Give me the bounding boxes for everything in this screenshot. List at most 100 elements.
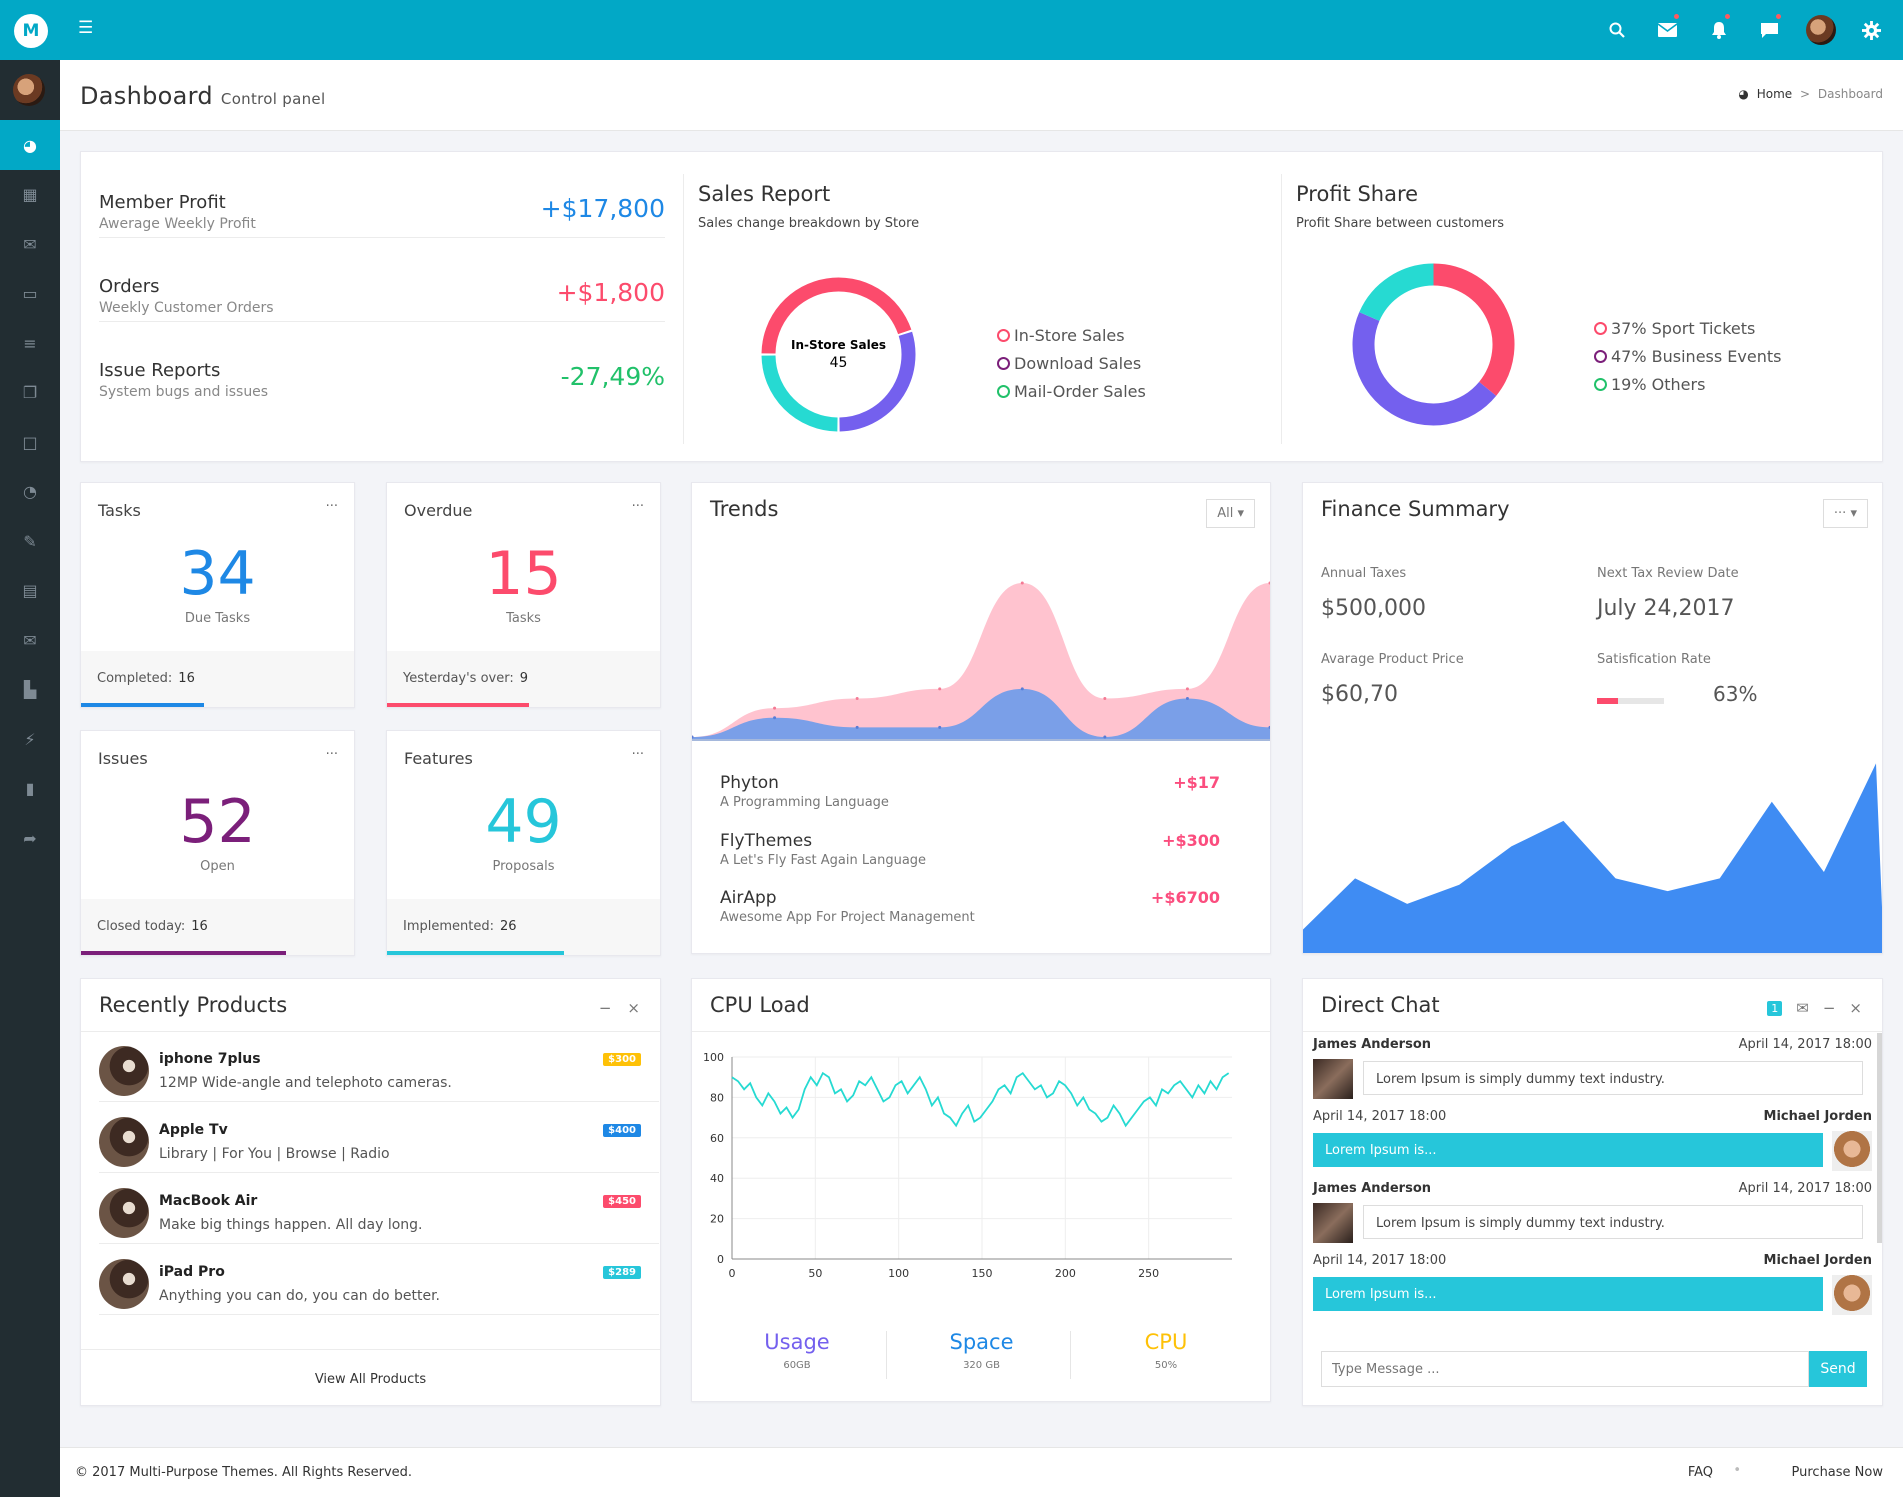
- footer-value: 9: [519, 671, 529, 686]
- stat-subtitle: Awerage Weekly Profit: [99, 216, 256, 232]
- chat-message: Lorem Ipsum is simply dummy text industr…: [1363, 1205, 1863, 1239]
- price-badge: $289: [603, 1266, 641, 1279]
- chat-scrollbar[interactable]: [1877, 1033, 1882, 1243]
- sidebar-item-apps[interactable]: ▦: [0, 170, 60, 220]
- sidebar-item-map[interactable]: ▙: [0, 665, 60, 715]
- chat-title: Direct Chat: [1321, 993, 1440, 1017]
- envelope-open-icon: ✉: [23, 630, 37, 650]
- chat-message-input[interactable]: [1322, 1352, 1808, 1386]
- chat-icon[interactable]: [1744, 0, 1795, 60]
- cpu-stat-label: Usage: [764, 1330, 830, 1354]
- more-icon[interactable]: ···: [631, 747, 644, 762]
- legend-label: 37% Sport Tickets: [1611, 319, 1756, 338]
- user-avatar-button[interactable]: [1795, 0, 1846, 60]
- sidebar-item-share[interactable]: ➦: [0, 813, 60, 863]
- legend-marker: [997, 357, 1010, 370]
- chat-message: Lorem Ipsum is...: [1313, 1133, 1823, 1167]
- product-name: iPad Pro: [159, 1264, 225, 1280]
- close-icon[interactable]: ×: [627, 999, 640, 1017]
- trend-desc: A Let's Fly Fast Again Language: [720, 852, 927, 868]
- footer-label: Completed:: [97, 671, 173, 686]
- sidebar-item-square[interactable]: □: [0, 417, 60, 467]
- profit-donut-chart: [1352, 263, 1515, 426]
- card-label: Tasks: [98, 501, 141, 520]
- sidebar-item-laptop[interactable]: ▭: [0, 269, 60, 319]
- stat-value: +$17,800: [540, 194, 665, 223]
- cpu-line-series: [731, 1071, 1230, 1128]
- sidebar-item-table[interactable]: ▤: [0, 566, 60, 616]
- breadcrumb-home[interactable]: Home: [1756, 87, 1793, 101]
- trend-point: [1268, 581, 1270, 585]
- more-icon[interactable]: ···: [325, 747, 338, 762]
- product-item[interactable]: iPad Pro Anything you can do, you can do …: [99, 1244, 659, 1315]
- sidebar-item-plug[interactable]: ⚡: [0, 714, 60, 764]
- product-desc: 12MP Wide-angle and telephoto cameras.: [159, 1075, 452, 1091]
- notification-dot: [1674, 14, 1679, 19]
- chat-timestamp: April 14, 2017 18:00: [1313, 1253, 1447, 1268]
- product-item[interactable]: MacBook Air Make big things happen. All d…: [99, 1173, 659, 1244]
- send-button[interactable]: Send: [1809, 1351, 1867, 1387]
- more-icon[interactable]: ···: [631, 499, 644, 514]
- avatar: [1805, 15, 1836, 45]
- mail-icon[interactable]: [1642, 0, 1693, 60]
- menu-icon[interactable]: ☰: [78, 18, 94, 38]
- legend-label: Download Sales: [1014, 354, 1142, 373]
- card-label: Overdue: [404, 501, 473, 520]
- chat-sender-name: Michael Jorden: [1763, 1253, 1872, 1268]
- card-label: Features: [404, 749, 473, 768]
- legend-item: 37% Sport Tickets: [1594, 315, 1781, 343]
- legend-marker: [997, 385, 1010, 398]
- y-tick-label: 80: [710, 1091, 724, 1104]
- chat-message: Lorem Ipsum is...: [1313, 1277, 1823, 1311]
- chat-sender-name: James Anderson: [1313, 1181, 1432, 1196]
- legend-item: Download Sales: [997, 350, 1146, 378]
- bell-icon[interactable]: [1693, 0, 1744, 60]
- trend-point: [1185, 687, 1189, 691]
- sidebar-item-copy[interactable]: ❐: [0, 368, 60, 418]
- trends-filter-dropdown[interactable]: All ▾: [1206, 499, 1255, 528]
- annual-taxes-value: $500,000: [1321, 596, 1426, 621]
- gear-icon[interactable]: [1846, 0, 1897, 60]
- trend-desc: Awesome App For Project Management: [720, 910, 975, 925]
- divider: [1281, 174, 1282, 444]
- donut-slice: [1359, 263, 1434, 322]
- card-value: 49: [485, 787, 562, 857]
- comments-icon[interactable]: ✉: [1796, 999, 1809, 1017]
- sidebar-avatar[interactable]: [13, 74, 45, 106]
- profit-legend: 37% Sport Tickets 47% Business Events 19% …: [1594, 315, 1781, 399]
- purchase-now-link[interactable]: Purchase Now: [1791, 1465, 1883, 1480]
- trend-item: FlyThemes A Let's Fly Fast Again Language…: [720, 831, 1220, 868]
- notification-dot: [1776, 14, 1781, 19]
- stat-title: Member Profit: [99, 192, 226, 213]
- sidebar-item-dashboard[interactable]: ◕: [0, 120, 60, 170]
- sidebar-item-edit[interactable]: ✎: [0, 516, 60, 566]
- edit-icon: ✎: [23, 531, 37, 551]
- search-icon[interactable]: [1591, 0, 1642, 60]
- trend-point: [855, 725, 859, 729]
- mail-icon: ✉: [23, 234, 37, 254]
- product-item[interactable]: Apple Tv Library | For You | Browse | Rad…: [99, 1102, 659, 1173]
- content-header: Dashboard Control panel ◕ Home > Dashboar…: [60, 60, 1903, 131]
- sidebar-item-file[interactable]: ▮: [0, 764, 60, 814]
- page-title-text: Dashboard: [80, 82, 213, 110]
- product-item[interactable]: iphone 7plus 12MP Wide-angle and telephot…: [99, 1031, 659, 1102]
- finance-menu-button[interactable]: ··· ▾: [1822, 499, 1868, 528]
- y-tick-label: 0: [717, 1253, 724, 1266]
- sidebar-item-pie-chart[interactable]: ◔: [0, 467, 60, 517]
- sidebar-item-mail[interactable]: ✉: [0, 219, 60, 269]
- cpu-title: CPU Load: [710, 993, 810, 1017]
- sidebar-item-envelope-open[interactable]: ✉: [0, 615, 60, 665]
- sidebar-item-list[interactable]: ≡: [0, 318, 60, 368]
- minimize-icon[interactable]: −: [1822, 999, 1836, 1017]
- minimize-icon[interactable]: −: [598, 999, 612, 1017]
- legend-label: 47% Business Events: [1611, 347, 1782, 366]
- view-all-products-link[interactable]: View All Products: [81, 1349, 660, 1405]
- more-icon[interactable]: ···: [325, 499, 338, 514]
- faq-link[interactable]: FAQ: [1687, 1465, 1713, 1480]
- logo[interactable]: M: [14, 14, 48, 48]
- legend-marker: [1594, 322, 1607, 335]
- card-progress-bar: [81, 703, 204, 707]
- card-caption: Proposals: [492, 859, 555, 874]
- close-icon[interactable]: ×: [1849, 999, 1862, 1017]
- cpu-stat: Space 320 GB: [892, 1330, 1072, 1371]
